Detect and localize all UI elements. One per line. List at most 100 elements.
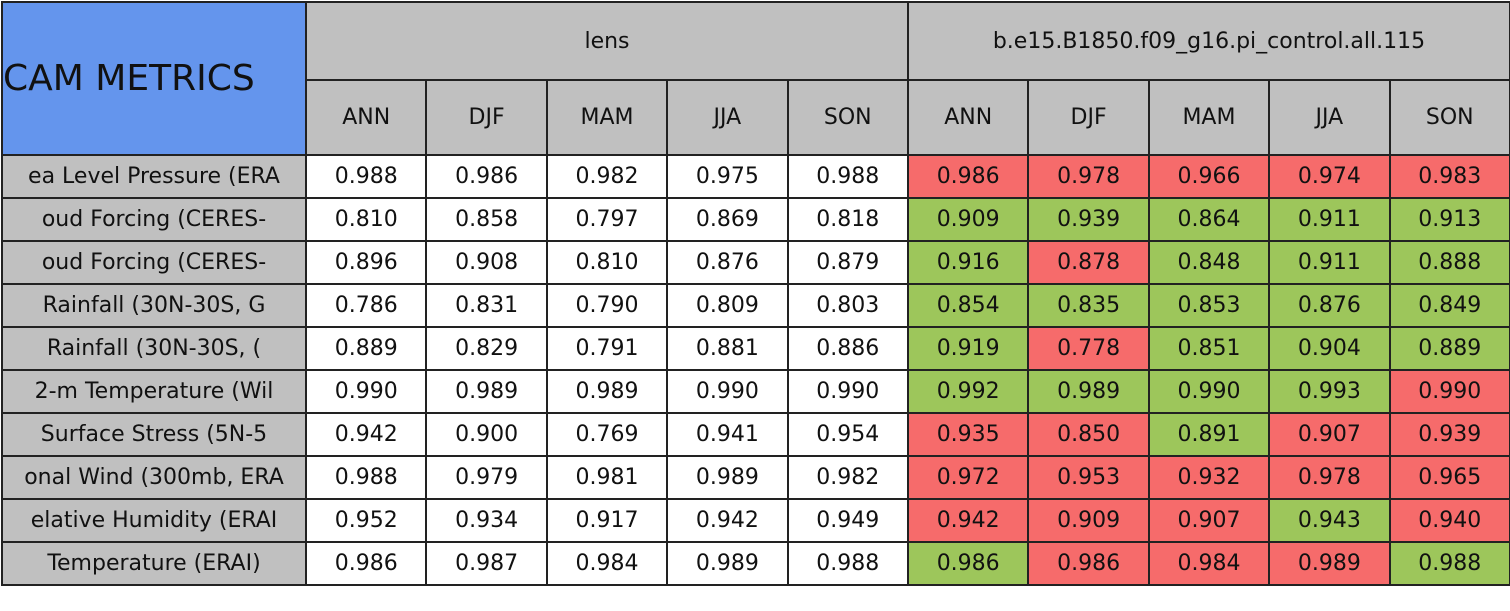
value-cell: 0.889 — [304, 326, 428, 371]
value-cell: 0.904 — [1268, 326, 1391, 371]
value-cell: 0.984 — [545, 541, 669, 586]
value-cell: 0.992 — [906, 369, 1030, 414]
value-cell: 0.886 — [786, 326, 909, 371]
season-header: SON — [1388, 79, 1510, 156]
value-cell: 0.974 — [1268, 154, 1391, 199]
season-row: ANN DJF MAM JJA SON ANN DJF MAM JJA SON — [2, 79, 1510, 156]
value-cell: 0.949 — [786, 498, 909, 543]
row-label: 2-m Temperature (Wil — [1, 369, 307, 414]
value-cell: 0.989 — [1027, 369, 1150, 414]
value-cell: 0.953 — [1027, 455, 1150, 500]
value-cell: 0.891 — [1147, 412, 1271, 457]
value-cell: 0.854 — [906, 283, 1030, 328]
value-cell: 0.981 — [545, 455, 669, 500]
row-label: oud Forcing (CERES- — [1, 240, 307, 285]
value-cell: 0.769 — [545, 412, 669, 457]
value-cell: 0.941 — [666, 412, 789, 457]
value-cell: 0.989 — [666, 541, 789, 586]
value-cell: 0.869 — [666, 197, 789, 242]
value-cell: 0.988 — [786, 541, 909, 586]
value-cell: 0.988 — [304, 154, 428, 199]
value-cell: 0.975 — [666, 154, 789, 199]
value-cell: 0.932 — [1147, 455, 1271, 500]
value-cell: 0.909 — [1027, 498, 1150, 543]
data-row: Temperature (ERAI) 0.986 0.987 0.984 0.989 0.… — [1, 541, 1510, 586]
value-cell: 0.803 — [786, 283, 909, 328]
row-label: Rainfall (30N-30S, ( — [1, 326, 307, 371]
value-cell: 0.993 — [1268, 369, 1391, 414]
data-row: Surface Stress (5N-5 0.942 0.900 0.769 0.941… — [1, 412, 1510, 457]
value-cell: 0.966 — [1147, 154, 1271, 199]
value-cell: 0.908 — [425, 240, 548, 285]
value-cell: 0.907 — [1268, 412, 1391, 457]
value-cell: 0.989 — [1268, 541, 1391, 586]
header-row: CAM METRICS lens b.e15.B1850.f09_g16.pi_c… — [1, 1, 1510, 156]
value-cell: 0.986 — [425, 154, 548, 199]
value-cell: 0.876 — [666, 240, 789, 285]
season-header: JJA — [1268, 79, 1391, 156]
value-cell: 0.864 — [1147, 197, 1271, 242]
value-cell: 0.911 — [1268, 197, 1391, 242]
value-cell: 0.889 — [1388, 326, 1510, 371]
season-header: SON — [786, 79, 909, 156]
season-header: MAM — [545, 79, 669, 156]
value-cell: 0.879 — [786, 240, 909, 285]
row-label: ea Level Pressure (ERA — [1, 154, 307, 199]
season-header: DJF — [1027, 79, 1150, 156]
value-cell: 0.990 — [1147, 369, 1271, 414]
value-cell: 0.983 — [1388, 154, 1510, 199]
value-cell: 0.909 — [906, 197, 1030, 242]
data-row: onal Wind (300mb, ERA 0.988 0.979 0.981 0.98… — [1, 455, 1510, 500]
value-cell: 0.810 — [545, 240, 669, 285]
group-header: lens — [305, 1, 909, 81]
value-cell: 0.778 — [1027, 326, 1150, 371]
value-cell: 0.986 — [1027, 541, 1150, 586]
value-cell: 0.853 — [1147, 283, 1271, 328]
row-label: oud Forcing (CERES- — [1, 197, 307, 242]
value-cell: 0.878 — [1027, 240, 1150, 285]
value-cell: 0.990 — [786, 369, 909, 414]
value-cell: 0.978 — [1268, 455, 1391, 500]
data-row: ea Level Pressure (ERA 0.988 0.986 0.982 0.9… — [1, 154, 1510, 199]
value-cell: 0.990 — [1388, 369, 1510, 414]
value-cell: 0.917 — [545, 498, 669, 543]
value-cell: 0.934 — [425, 498, 548, 543]
value-cell: 0.940 — [1388, 498, 1510, 543]
value-cell: 0.952 — [304, 498, 428, 543]
value-cell: 0.850 — [1027, 412, 1150, 457]
data-row: 2-m Temperature (Wil 0.990 0.989 0.989 0.990… — [1, 369, 1510, 414]
row-label: Surface Stress (5N-5 — [1, 412, 307, 457]
value-cell: 0.979 — [425, 455, 548, 500]
group-header: b.e15.B1850.f09_g16.pi_control.all.115 — [906, 1, 1510, 81]
data-row: Rainfall (30N-30S, G 0.786 0.831 0.790 0.809… — [1, 283, 1510, 328]
value-cell: 0.990 — [304, 369, 428, 414]
value-cell: 0.965 — [1388, 455, 1510, 500]
value-cell: 0.809 — [666, 283, 789, 328]
value-cell: 0.972 — [906, 455, 1030, 500]
value-cell: 0.988 — [786, 154, 909, 199]
value-cell: 0.786 — [304, 283, 428, 328]
value-cell: 0.982 — [786, 455, 909, 500]
value-cell: 0.942 — [906, 498, 1030, 543]
value-cell: 0.896 — [304, 240, 428, 285]
value-cell: 0.831 — [425, 283, 548, 328]
value-cell: 0.982 — [545, 154, 669, 199]
value-cell: 0.888 — [1388, 240, 1510, 285]
metrics-table: CAM METRICS lens b.e15.B1850.f09_g16.pi_c… — [1, 1, 1510, 586]
data-row: oud Forcing (CERES- 0.896 0.908 0.810 0.876 0… — [1, 240, 1510, 285]
value-cell: 0.907 — [1147, 498, 1271, 543]
season-header: JJA — [666, 79, 789, 156]
data-row: elative Humidity (ERAI 0.952 0.934 0.917 0.9… — [1, 498, 1510, 543]
data-row: oud Forcing (CERES- 0.810 0.858 0.797 0.869 0… — [1, 197, 1510, 242]
data-row: Rainfall (30N-30S, (0.889 0.829 0.791 0.881… — [1, 326, 1510, 371]
season-header: MAM — [1147, 79, 1271, 156]
value-cell: 0.986 — [304, 541, 428, 586]
value-cell: 0.939 — [1027, 197, 1150, 242]
value-cell: 0.900 — [425, 412, 548, 457]
value-cell: 0.881 — [666, 326, 789, 371]
value-cell: 0.829 — [425, 326, 548, 371]
row-label: onal Wind (300mb, ERA — [1, 455, 307, 500]
row-label: elative Humidity (ERAI — [1, 498, 307, 543]
value-cell: 0.911 — [1268, 240, 1391, 285]
